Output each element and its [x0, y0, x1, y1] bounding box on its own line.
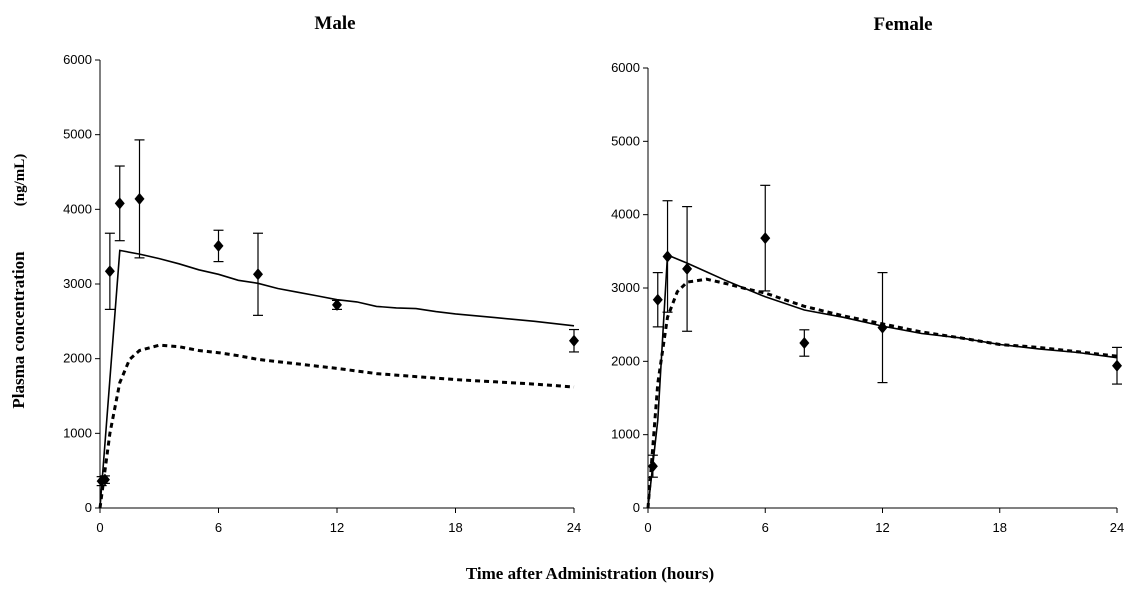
- female-y-tick-label: 6000: [611, 60, 640, 75]
- female-data-points: [647, 184, 1122, 478]
- female-panel: Female 0 1000 2000 3000 4000 5000 6000 0 6 12 18 24: [611, 14, 1124, 535]
- female-y-tick-label: 5000: [611, 133, 640, 148]
- female-solid-curve: [647, 253, 1118, 509]
- male-diamond-marker: [114, 197, 125, 210]
- male-data-point: [104, 232, 115, 310]
- female-axes: 0 1000 2000 3000 4000 5000 6000 0 6 12 18 24: [611, 60, 1124, 535]
- male-x-tick-label: 6: [215, 520, 222, 535]
- shared-x-axis-title: Time after Administration (hours): [466, 564, 714, 583]
- female-y-tick-label: 2000: [611, 353, 640, 368]
- female-diamond-marker: [682, 262, 693, 275]
- female-x-tick-label: 12: [875, 520, 889, 535]
- male-diamond-marker: [99, 473, 110, 486]
- male-solid-curve: [99, 249, 575, 509]
- female-diamond-marker: [652, 293, 663, 306]
- male-y-tick-label: 4000: [63, 201, 92, 216]
- male-data-point: [99, 473, 110, 486]
- female-diamond-marker: [760, 232, 771, 245]
- male-diamond-marker: [332, 298, 342, 311]
- female-data-point: [652, 272, 663, 328]
- male-data-points: [96, 139, 579, 488]
- male-diamond-marker: [213, 239, 224, 252]
- male-y-tick-label: 2000: [63, 351, 92, 366]
- female-diamond-marker: [877, 321, 888, 334]
- female-y-tick-label: 1000: [611, 427, 640, 442]
- female-x-tick-label: 24: [1110, 520, 1124, 535]
- male-y-tick-label: 0: [85, 500, 92, 515]
- male-data-point: [134, 139, 145, 259]
- y-axis-units: (ng/mL): [12, 154, 28, 207]
- male-axes: 0 1000 2000 3000 4000 5000 6000 0 6 12 18 24: [63, 52, 581, 535]
- female-diamond-marker: [799, 337, 810, 349]
- male-data-point: [213, 229, 224, 263]
- male-x-tick-label: 0: [96, 520, 103, 535]
- male-diamond-marker: [134, 192, 145, 205]
- female-data-point: [662, 200, 673, 313]
- female-y-tick-label: 0: [633, 500, 640, 515]
- female-x-tick-label: 0: [644, 520, 651, 535]
- male-y-tick-label: 5000: [63, 127, 92, 142]
- female-y-tick-label: 4000: [611, 207, 640, 222]
- female-diamond-marker: [1112, 359, 1122, 372]
- male-diamond-marker: [104, 265, 115, 278]
- male-y-tick-label: 3000: [63, 276, 92, 291]
- male-diamond-marker: [253, 268, 263, 281]
- male-x-tick-label: 18: [448, 520, 462, 535]
- male-dashed-curve: [98, 343, 575, 509]
- male-y-tick-label: 6000: [63, 52, 92, 67]
- male-data-point: [332, 298, 342, 311]
- female-curves: [646, 253, 1118, 509]
- female-data-point: [760, 184, 771, 292]
- male-x-tick-label: 24: [567, 520, 581, 535]
- female-data-point: [1112, 346, 1122, 385]
- female-diamond-marker: [647, 460, 658, 473]
- male-data-point: [569, 328, 579, 353]
- shared-y-axis-title: Plasma concentration: [9, 251, 28, 409]
- female-data-point: [799, 329, 810, 357]
- female-dashed-curve: [646, 277, 1118, 509]
- male-data-point: [114, 165, 125, 242]
- male-data-point: [253, 232, 263, 316]
- male-y-tick-label: 1000: [63, 425, 92, 440]
- male-panel: Male 0 1000 2000 3000 4000 5000 6000 0 6 12 18 24: [63, 13, 581, 535]
- male-curves: [98, 249, 575, 509]
- female-x-tick-label: 18: [993, 520, 1007, 535]
- female-data-point: [877, 272, 888, 384]
- male-x-tick-label: 12: [330, 520, 344, 535]
- female-x-tick-label: 6: [762, 520, 769, 535]
- male-panel-title: Male: [314, 13, 355, 34]
- female-panel-title: Female: [873, 14, 932, 35]
- female-diamond-marker: [662, 250, 673, 263]
- female-y-tick-label: 3000: [611, 280, 640, 295]
- female-data-point: [682, 206, 693, 332]
- female-data-point: [647, 454, 658, 478]
- male-diamond-marker: [569, 334, 579, 347]
